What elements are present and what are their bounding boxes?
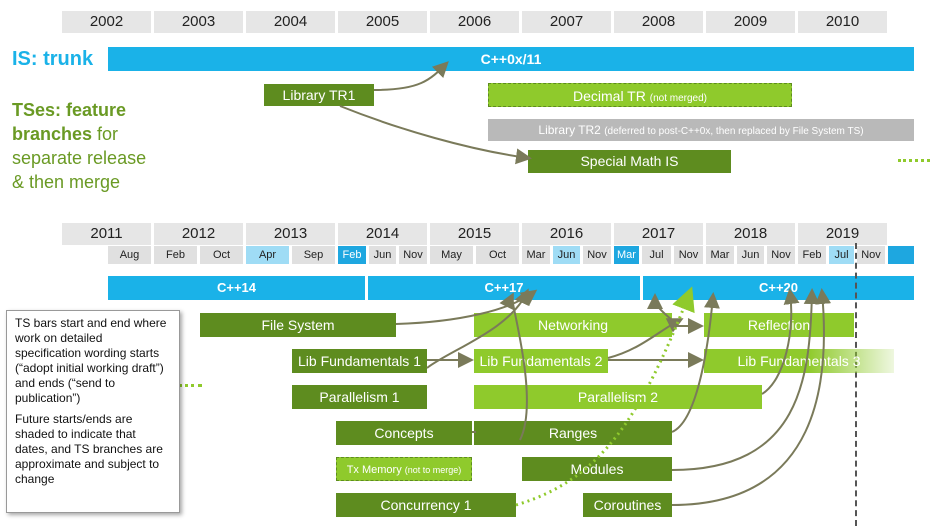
- year-cell: 2006: [430, 11, 519, 33]
- concepts-bar: Concepts: [336, 421, 472, 445]
- month-cell: Feb: [798, 246, 826, 264]
- merge-arrow: [671, 288, 820, 471]
- year-cell: 2012: [154, 223, 243, 245]
- month-cell: [888, 246, 914, 264]
- month-cell: Jul: [829, 246, 854, 264]
- month-cell: Jun: [553, 246, 580, 264]
- month-cell: Jul: [642, 246, 671, 264]
- month-cell: Jun: [369, 246, 396, 264]
- month-cell: Nov: [399, 246, 427, 264]
- month-cell: Nov: [767, 246, 795, 264]
- merge-arrow: [607, 318, 684, 359]
- merge-arrow: [671, 288, 832, 506]
- year-cell: 2013: [246, 223, 335, 245]
- is-trunk-label: IS: trunk: [12, 48, 94, 70]
- legend-note: TS bars start and end where work on deta…: [6, 310, 180, 513]
- libfund3-bar: Lib Fundamentals 3: [704, 349, 894, 373]
- merge-arrow: [339, 105, 532, 165]
- current-date-line: [855, 243, 857, 526]
- libfund1-bar: Lib Fundamentals 1: [292, 349, 427, 373]
- concurrency1-bar: Concurrency 1: [336, 493, 516, 517]
- year-cell: 2005: [338, 11, 427, 33]
- txmemory-label: Tx Memory: [346, 464, 402, 476]
- dotted-merge-arrow: [515, 286, 695, 507]
- month-cell: Aug: [108, 246, 151, 264]
- year-cell: 2014: [338, 223, 427, 245]
- month-cell: Sep: [292, 246, 335, 264]
- decimal-tr-label: Decimal TR: [572, 88, 646, 104]
- ts-heading-line2: separate release: [12, 148, 147, 168]
- coroutines-bar: Coroutines: [583, 493, 672, 517]
- month-cell: Mar: [706, 246, 734, 264]
- year-cell: 2003: [154, 11, 243, 33]
- month-cell: Nov: [674, 246, 703, 264]
- year-cell: 2008: [614, 11, 703, 33]
- year-cell: 2016: [522, 223, 611, 245]
- library-tr2-bar: Library TR2 (deferred to post-C++0x, the…: [488, 119, 914, 141]
- month-cell: Mar: [614, 246, 639, 264]
- year-cell: 2009: [706, 11, 795, 33]
- year-cell: 2011: [62, 223, 151, 245]
- year-cell: 2015: [430, 223, 519, 245]
- decimal-tr-bar: Decimal TR (not merged): [488, 83, 792, 107]
- year-cell: 2002: [62, 11, 151, 33]
- library-tr1-bar: Library TR1: [264, 84, 374, 106]
- decimal-tr-note: (not merged): [649, 93, 707, 104]
- year-cell: 2019: [798, 223, 887, 245]
- note-paragraph-1: TS bars start and end where work on deta…: [15, 316, 167, 405]
- ts-heading-line3: & then merge: [12, 172, 121, 192]
- merge-arrow: [373, 61, 449, 91]
- filesystem-bar: File System: [200, 313, 396, 337]
- reflection-bar: Reflection: [704, 313, 854, 337]
- year-cell: 2010: [798, 11, 887, 33]
- libfund2-bar: Lib Fundamentals 2: [474, 349, 608, 373]
- dotted-continuation: [898, 159, 930, 162]
- merge-arrow: [499, 292, 528, 441]
- month-cell: Mar: [522, 246, 550, 264]
- year-cell: 2017: [614, 223, 703, 245]
- txmemory-note: (not to merge): [404, 465, 462, 475]
- library-tr2-note: (deferred to post-C++0x, then replaced b…: [604, 126, 864, 137]
- cpp0x-bar: C++0x/11: [108, 47, 914, 71]
- ts-heading-rest: for: [92, 124, 119, 144]
- month-cell: Oct: [476, 246, 519, 264]
- month-cell: Nov: [583, 246, 611, 264]
- month-cell: Jun: [737, 246, 764, 264]
- parallelism1-bar: Parallelism 1: [292, 385, 427, 409]
- month-cell: May: [430, 246, 473, 264]
- month-cell: Apr: [246, 246, 289, 264]
- note-paragraph-2: Future starts/ends are shaded to indicat…: [15, 412, 163, 486]
- month-cell: Oct: [200, 246, 243, 264]
- special-math-bar: Special Math IS: [528, 150, 731, 173]
- txmemory-bar: Tx Memory (not to merge): [336, 457, 472, 481]
- merge-arrow: [647, 293, 673, 321]
- modules-bar: Modules: [522, 457, 672, 481]
- month-cell: Feb: [338, 246, 366, 264]
- merge-arrow: [671, 292, 720, 433]
- year-cell: 2004: [246, 11, 335, 33]
- ts-heading: TSes: feature branches for separate rele…: [12, 98, 172, 194]
- ranges-bar: Ranges: [474, 421, 672, 445]
- month-cell: Nov: [857, 246, 885, 264]
- ts-heading-bold: TSes: feature branches: [12, 100, 127, 144]
- dotted-continuation: [178, 384, 202, 387]
- merge-arrow: [761, 288, 800, 395]
- library-tr2-label: Library TR2: [538, 123, 601, 137]
- month-cell: Feb: [154, 246, 197, 264]
- year-cell: 2018: [706, 223, 795, 245]
- parallelism2-bar: Parallelism 2: [474, 385, 762, 409]
- merge-arrow: [426, 288, 530, 369]
- cpp14-bar: C++14: [108, 276, 365, 300]
- year-cell: 2007: [522, 11, 611, 33]
